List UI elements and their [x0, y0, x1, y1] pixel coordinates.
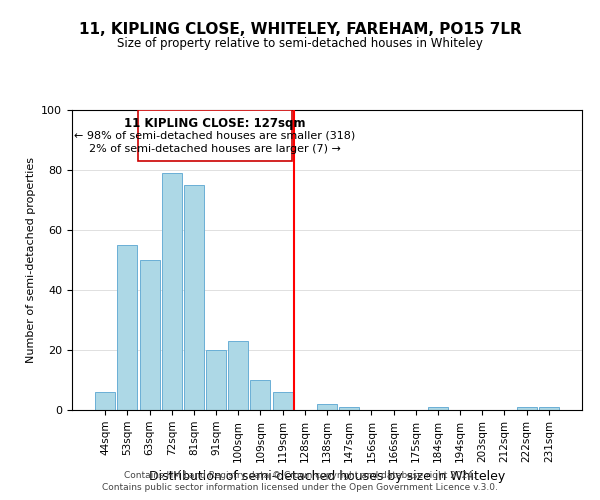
X-axis label: Distribution of semi-detached houses by size in Whiteley: Distribution of semi-detached houses by … [149, 470, 505, 483]
Text: 11 KIPLING CLOSE: 127sqm: 11 KIPLING CLOSE: 127sqm [124, 118, 306, 130]
Text: ← 98% of semi-detached houses are smaller (318): ← 98% of semi-detached houses are smalle… [74, 131, 356, 141]
Y-axis label: Number of semi-detached properties: Number of semi-detached properties [26, 157, 36, 363]
Bar [250, 380, 271, 410]
FancyBboxPatch shape [139, 110, 292, 161]
Text: Size of property relative to semi-detached houses in Whiteley: Size of property relative to semi-detach… [117, 38, 483, 51]
Bar [428, 407, 448, 410]
Bar [140, 260, 160, 410]
Text: 2% of semi-detached houses are larger (7) →: 2% of semi-detached houses are larger (7… [89, 144, 341, 154]
Text: Contains public sector information licensed under the Open Government Licence v.: Contains public sector information licen… [102, 483, 498, 492]
Bar [184, 185, 204, 410]
Bar [517, 407, 536, 410]
Text: Contains HM Land Registry data © Crown copyright and database right 2024.: Contains HM Land Registry data © Crown c… [124, 470, 476, 480]
Bar [206, 350, 226, 410]
Bar [95, 392, 115, 410]
Bar [272, 392, 293, 410]
Bar [339, 407, 359, 410]
Bar [118, 245, 137, 410]
Bar [539, 407, 559, 410]
Text: 11, KIPLING CLOSE, WHITELEY, FAREHAM, PO15 7LR: 11, KIPLING CLOSE, WHITELEY, FAREHAM, PO… [79, 22, 521, 38]
Bar [317, 404, 337, 410]
Bar [162, 173, 182, 410]
Bar [228, 341, 248, 410]
